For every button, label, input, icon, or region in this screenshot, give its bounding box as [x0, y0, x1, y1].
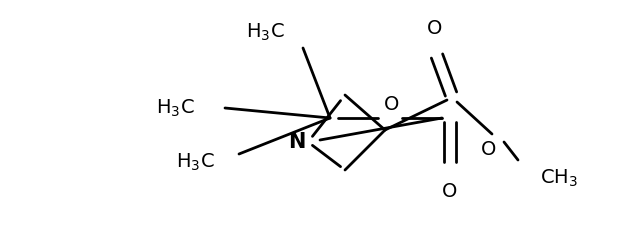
- Text: $\mathregular{H_3C}$: $\mathregular{H_3C}$: [246, 21, 285, 43]
- Text: O: O: [384, 95, 400, 114]
- Text: O: O: [428, 19, 443, 38]
- Text: $\mathregular{CH_3}$: $\mathregular{CH_3}$: [540, 168, 578, 189]
- Text: N: N: [289, 132, 306, 152]
- Text: O: O: [481, 140, 496, 159]
- Text: O: O: [442, 182, 458, 201]
- Text: $\mathregular{H_3C}$: $\mathregular{H_3C}$: [156, 97, 195, 119]
- Text: $\mathregular{H_3C}$: $\mathregular{H_3C}$: [177, 151, 215, 173]
